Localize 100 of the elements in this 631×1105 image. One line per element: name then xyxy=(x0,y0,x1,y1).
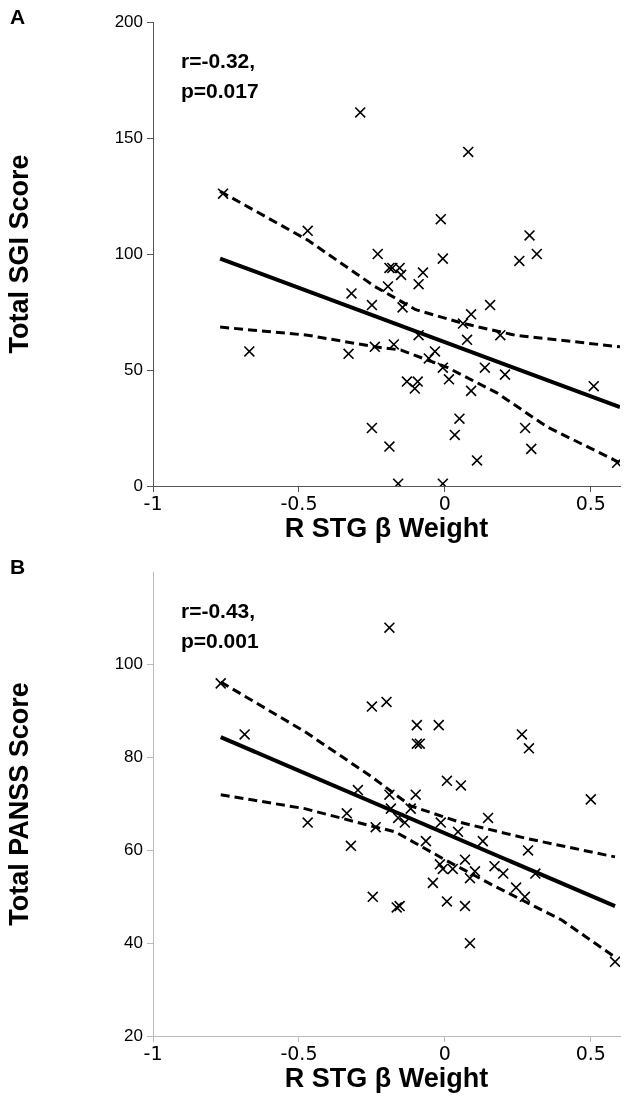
point xyxy=(214,677,227,690)
point xyxy=(471,454,483,467)
point xyxy=(437,361,449,374)
point xyxy=(385,802,397,815)
point xyxy=(383,621,396,634)
point xyxy=(585,793,597,806)
point xyxy=(217,187,229,200)
y-tick-label: 100 xyxy=(114,243,143,263)
point xyxy=(461,334,473,346)
x-tick-label: 0 xyxy=(438,492,451,515)
point xyxy=(482,812,494,824)
point xyxy=(399,816,411,829)
line-series xyxy=(218,325,620,465)
point xyxy=(464,937,476,949)
point xyxy=(494,329,507,341)
y-tick-label: 20 xyxy=(124,1025,143,1045)
point xyxy=(341,807,353,820)
point xyxy=(366,700,378,713)
point xyxy=(412,329,425,341)
point xyxy=(383,788,396,801)
point xyxy=(465,308,477,321)
point xyxy=(366,422,378,434)
point xyxy=(587,380,600,392)
point xyxy=(417,266,429,279)
point xyxy=(449,429,461,441)
point xyxy=(427,877,439,889)
y-tick-label: 200 xyxy=(114,11,143,31)
point xyxy=(609,956,620,968)
point xyxy=(411,719,423,731)
point xyxy=(522,844,534,857)
point xyxy=(529,867,542,880)
point xyxy=(434,858,446,871)
line-series xyxy=(219,680,617,859)
x-tick-label: 0.5 xyxy=(575,492,606,515)
y-tick-label: 40 xyxy=(124,932,143,952)
point xyxy=(459,853,471,866)
point xyxy=(441,895,453,908)
x-tick-label: -0.5 xyxy=(280,492,318,515)
point xyxy=(396,301,409,314)
y-tick-label: 0 xyxy=(133,475,143,495)
line-series xyxy=(218,189,620,349)
point xyxy=(392,812,404,824)
point xyxy=(429,345,441,358)
x-tick-label: 0 xyxy=(438,1042,451,1065)
point xyxy=(423,352,435,365)
point xyxy=(382,280,394,293)
point xyxy=(383,440,396,453)
point xyxy=(453,412,466,425)
point xyxy=(301,225,314,237)
point xyxy=(437,863,449,875)
chart-title: B xyxy=(10,555,26,578)
point xyxy=(380,696,393,708)
point xyxy=(412,278,425,290)
point xyxy=(523,742,535,755)
point xyxy=(513,255,526,267)
x-tick-label: -1 xyxy=(143,492,163,515)
point xyxy=(443,373,455,386)
x-tick-label: 0.5 xyxy=(575,1042,606,1065)
point xyxy=(497,867,509,880)
point xyxy=(519,891,531,903)
point xyxy=(238,728,251,741)
point xyxy=(354,106,366,119)
point xyxy=(484,299,496,311)
point xyxy=(369,821,382,833)
y-axis-title: Total PANSS Score xyxy=(3,682,34,926)
point xyxy=(401,375,413,388)
point xyxy=(243,345,256,358)
point xyxy=(435,213,447,225)
point xyxy=(479,361,491,374)
point xyxy=(510,881,522,894)
point xyxy=(371,248,384,260)
point xyxy=(404,802,417,815)
point xyxy=(345,840,357,852)
point xyxy=(366,299,378,311)
point xyxy=(435,816,447,829)
point xyxy=(525,443,538,455)
point xyxy=(409,788,422,801)
y-tick-label: 50 xyxy=(124,359,143,379)
point xyxy=(531,248,543,260)
y-tick-label: 150 xyxy=(114,127,143,147)
chart-title: A xyxy=(10,5,26,28)
point xyxy=(469,865,481,878)
point xyxy=(459,900,471,912)
point xyxy=(516,728,528,741)
point xyxy=(342,348,355,360)
point xyxy=(465,385,477,397)
point xyxy=(447,863,459,875)
point xyxy=(409,382,421,395)
y-tick-label: 80 xyxy=(124,747,143,767)
point xyxy=(388,338,400,351)
point xyxy=(464,872,476,884)
point xyxy=(452,826,464,838)
point xyxy=(523,229,536,242)
y-axis-title: Total SGI Score xyxy=(3,154,34,354)
y-tick-label: 60 xyxy=(124,840,143,860)
point xyxy=(411,375,424,388)
point xyxy=(488,860,501,872)
x-axis-title: R STG β Weight xyxy=(284,513,489,544)
point xyxy=(369,341,381,353)
point xyxy=(499,368,511,381)
